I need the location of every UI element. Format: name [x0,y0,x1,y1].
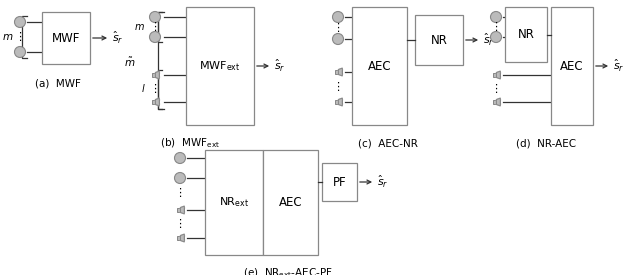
Bar [152,100,156,104]
Bar [205,150,263,255]
Bar [263,150,318,255]
Circle shape [175,172,186,183]
Text: (b)  MWF$_\mathregular{ext}$: (b) MWF$_\mathregular{ext}$ [160,136,220,150]
Text: $\hat{s}_r$: $\hat{s}_r$ [274,58,285,74]
Circle shape [490,12,502,23]
Text: NR: NR [431,34,447,46]
Polygon shape [156,71,159,79]
Polygon shape [180,234,184,242]
Bar [152,73,156,78]
Bar [493,73,497,78]
Circle shape [15,16,26,28]
Text: m: m [3,32,13,42]
Text: NR: NR [518,28,534,41]
Text: $\tilde{m}$: $\tilde{m}$ [124,56,135,68]
Text: PF: PF [333,175,346,188]
Text: (d)  NR-AEC: (d) NR-AEC [516,138,576,148]
Text: AEC: AEC [560,59,584,73]
Text: $\hat{s}_r$: $\hat{s}_r$ [112,30,124,46]
Text: (a)  MWF: (a) MWF [35,79,81,89]
Bar [415,15,463,65]
Polygon shape [497,71,500,79]
Bar [335,70,339,75]
Text: $\hat{s}_r$: $\hat{s}_r$ [613,58,625,74]
Text: (c)  AEC-NR: (c) AEC-NR [358,138,418,148]
Bar [177,208,180,213]
Text: m: m [134,22,144,32]
Text: ⋮: ⋮ [175,219,186,229]
Bar [322,163,357,201]
Circle shape [333,12,344,23]
Bar [186,7,254,125]
Circle shape [150,12,161,23]
Bar [177,236,180,240]
Bar [42,12,90,64]
Text: MWF: MWF [52,32,80,45]
Circle shape [333,34,344,45]
Polygon shape [497,98,500,106]
Text: ⋮: ⋮ [332,82,344,92]
Bar [493,100,497,104]
Text: ⋮: ⋮ [490,84,502,94]
Bar [335,100,339,104]
Text: ⋮: ⋮ [149,22,161,32]
Text: $\hat{s}_r$: $\hat{s}_r$ [377,174,388,190]
Text: NR$_\mathregular{ext}$: NR$_\mathregular{ext}$ [219,196,249,209]
Circle shape [15,46,26,57]
Text: ⋮: ⋮ [149,84,161,94]
Circle shape [490,32,502,43]
Text: ⋮: ⋮ [490,22,502,32]
Polygon shape [339,68,342,76]
Polygon shape [156,98,159,106]
Bar [551,7,593,125]
Polygon shape [180,206,184,214]
Text: ⋮: ⋮ [15,32,26,42]
Circle shape [175,153,186,164]
Text: l: l [141,84,144,94]
Text: AEC: AEC [278,196,302,209]
Text: (e)  NR$_\mathregular{ext}$-AEC-PF: (e) NR$_\mathregular{ext}$-AEC-PF [243,266,333,275]
Polygon shape [339,98,342,106]
Text: AEC: AEC [368,59,391,73]
Circle shape [150,32,161,43]
Text: MWF$_\mathregular{ext}$: MWF$_\mathregular{ext}$ [199,59,241,73]
Text: ⋮: ⋮ [332,23,344,33]
Text: ⋮: ⋮ [175,188,186,198]
Text: $\hat{s}_r$: $\hat{s}_r$ [483,32,495,48]
Bar [352,7,407,125]
Bar [505,7,547,62]
